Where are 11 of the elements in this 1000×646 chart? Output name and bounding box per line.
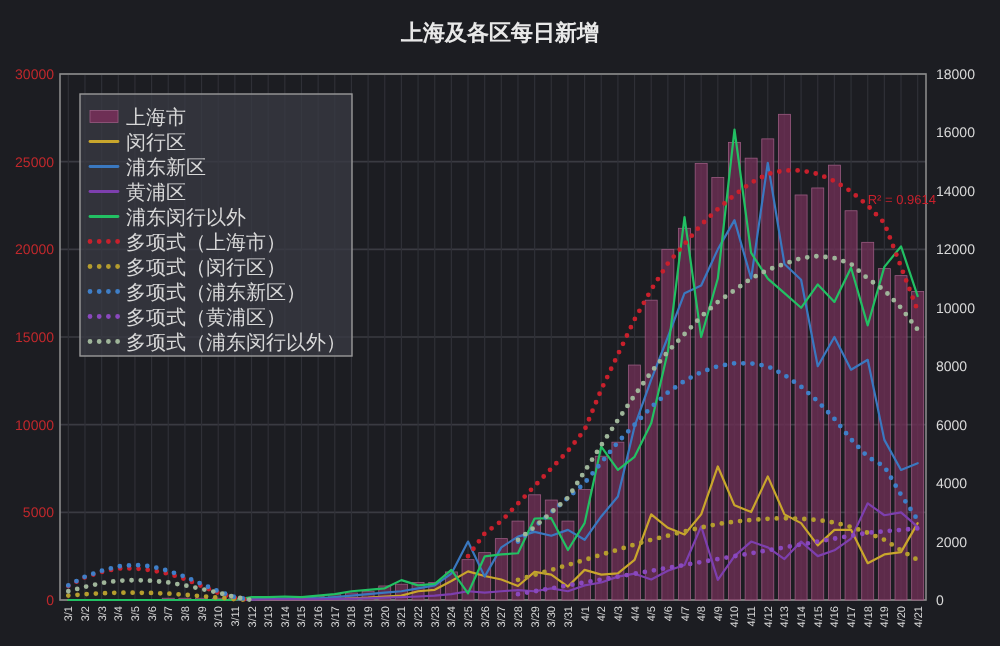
legend-label: 多项式（黄浦区） bbox=[126, 305, 286, 330]
legend-label: 上海市 bbox=[126, 105, 186, 130]
legend-label: 多项式（上海市） bbox=[126, 230, 286, 255]
legend-label: 多项式（浦东闵行以外） bbox=[126, 330, 346, 355]
legend-label: 闵行区 bbox=[126, 130, 186, 155]
legend-label: 黄浦区 bbox=[126, 180, 186, 205]
legend-label: 浦东新区 bbox=[126, 155, 206, 180]
legend-label: 浦东闵行以外 bbox=[126, 205, 246, 230]
legend-label: 多项式（浦东新区） bbox=[126, 280, 306, 305]
chart-title: 上海及各区每日新增 bbox=[399, 20, 599, 46]
legend-label: 多项式（闵行区） bbox=[126, 255, 286, 280]
